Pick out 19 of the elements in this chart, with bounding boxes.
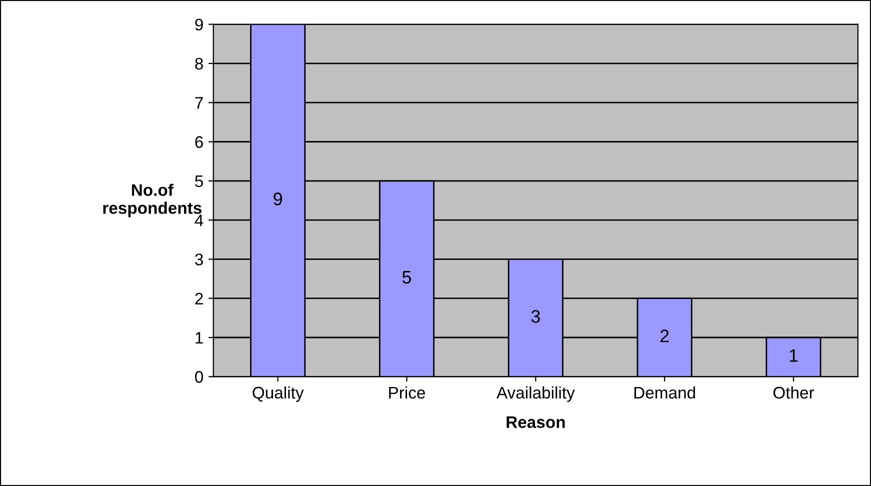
x-tick-label: Quality xyxy=(252,386,304,402)
y-tick-label: 1 xyxy=(196,332,203,344)
y-tick-label: 0 xyxy=(195,371,204,383)
y-tick-label: 9 xyxy=(195,18,203,31)
x-axis-title: Reason xyxy=(506,416,565,428)
data-label: 2 xyxy=(660,330,669,342)
data-label: 3 xyxy=(531,310,540,323)
y-tick-label: 6 xyxy=(195,136,203,148)
x-tick-label: Availability xyxy=(496,386,575,402)
y-tick-label: 8 xyxy=(195,58,203,70)
x-tick-label: Other xyxy=(773,386,814,399)
data-label: 1 xyxy=(790,349,798,362)
data-label: 5 xyxy=(402,271,412,284)
y-tick-label: 3 xyxy=(195,254,203,266)
x-tick-label: Demand xyxy=(634,386,695,399)
y-tick-label: 2 xyxy=(195,292,203,304)
x-tick-label: Price xyxy=(389,386,426,399)
data-label: 9 xyxy=(274,192,282,206)
y-tick-label: 7 xyxy=(195,97,203,109)
